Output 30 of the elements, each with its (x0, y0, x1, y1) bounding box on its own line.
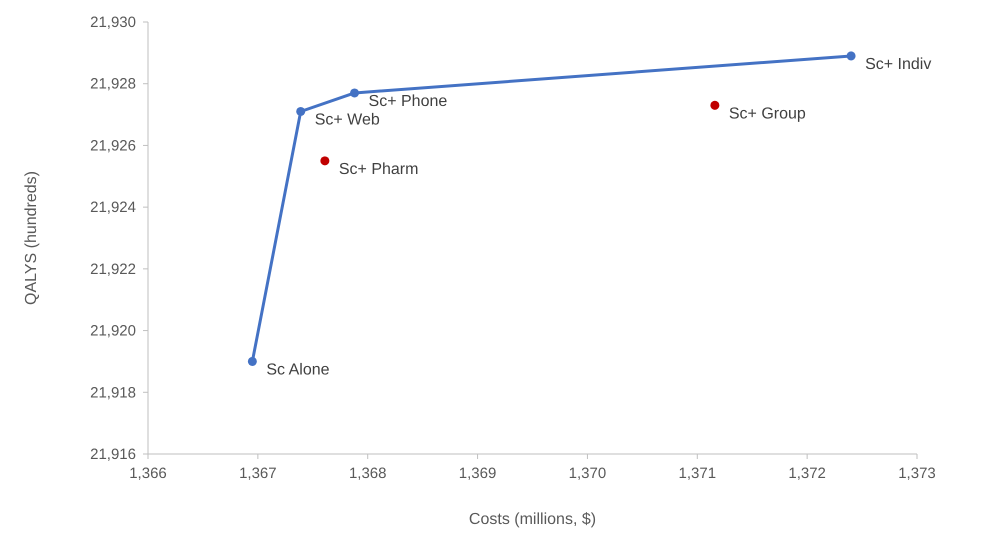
point (296, 106, 306, 116)
annotation: Sc+ Indiv (865, 56, 932, 73)
y-axis-title: QALYS (hundreds) (23, 171, 40, 305)
x-tick-label: 1,367 (239, 465, 277, 482)
y-tick-label: 21,928 (90, 76, 136, 93)
y-tick-label: 21,930 (90, 14, 136, 31)
point (350, 88, 360, 98)
x-tick-label: 1,373 (898, 465, 936, 482)
y-tick-label: 21,916 (90, 446, 136, 463)
x-tick-label: 1,371 (678, 465, 716, 482)
annotation: Sc+ Web (314, 111, 380, 128)
x-tick-label: 1,366 (129, 465, 167, 482)
x-tick-label: 1,370 (568, 465, 606, 482)
annotation: Sc Alone (266, 361, 330, 378)
y-tick-label: 21,922 (90, 260, 136, 278)
y-tick-label: 21,926 (90, 137, 136, 154)
annotation: Sc+ Group (728, 105, 806, 122)
x-tick-label: 1,368 (348, 465, 386, 482)
annotation: Sc+ Pharm (338, 160, 418, 178)
point (710, 100, 720, 110)
y-tick-label: 21,918 (90, 384, 136, 402)
y-tick-label: 21,924 (90, 199, 136, 216)
y-tick-label: 21,920 (90, 322, 136, 340)
point (320, 156, 330, 166)
x-tick-label: 1,369 (458, 465, 496, 482)
point (248, 356, 257, 366)
annotation: Sc+ Phone (368, 92, 448, 110)
x-tick-label: 1,372 (788, 465, 826, 482)
x-axis-title: Costs (millions, $) (468, 511, 596, 528)
point (846, 51, 856, 60)
